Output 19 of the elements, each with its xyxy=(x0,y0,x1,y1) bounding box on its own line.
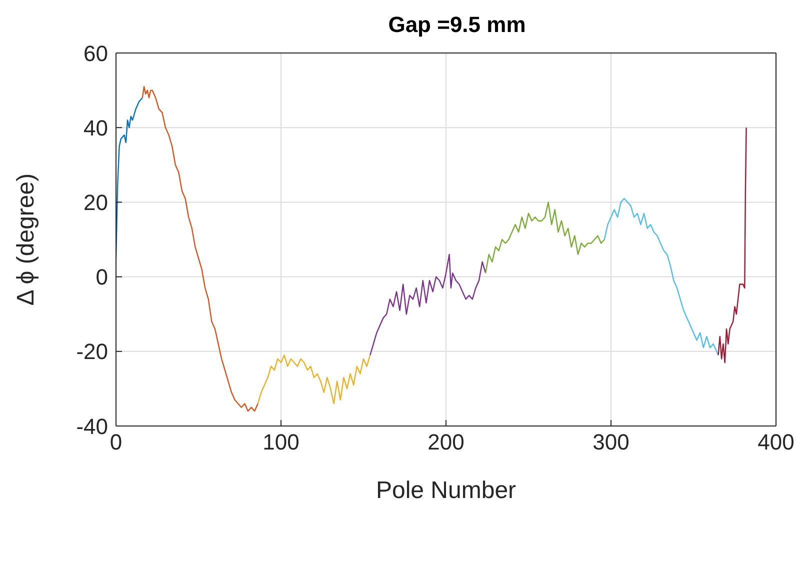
line-series xyxy=(485,202,605,274)
y-tick-label: 40 xyxy=(84,115,108,140)
line-series xyxy=(257,354,371,404)
line-series xyxy=(370,254,486,356)
x-tick-label: 200 xyxy=(428,430,464,455)
y-tick-label: 20 xyxy=(84,190,108,216)
chart-title: Gap =9.5 mm xyxy=(387,12,527,38)
x-axis-title: Pole Number xyxy=(376,477,516,504)
y-tick-label: -20 xyxy=(76,339,108,364)
y-tick-label: 60 xyxy=(84,40,108,66)
line-series xyxy=(718,127,747,364)
line-series xyxy=(142,86,258,412)
y-tick-label: -40 xyxy=(76,414,108,439)
y-axis-title: Δ ϕ (degree) xyxy=(12,173,40,306)
x-tick-label: 100 xyxy=(262,430,300,455)
x-tick-label: 300 xyxy=(592,430,630,455)
x-tick-label: 400 xyxy=(758,430,794,455)
y-tick-label: 0 xyxy=(96,264,108,290)
line-series xyxy=(604,198,719,356)
